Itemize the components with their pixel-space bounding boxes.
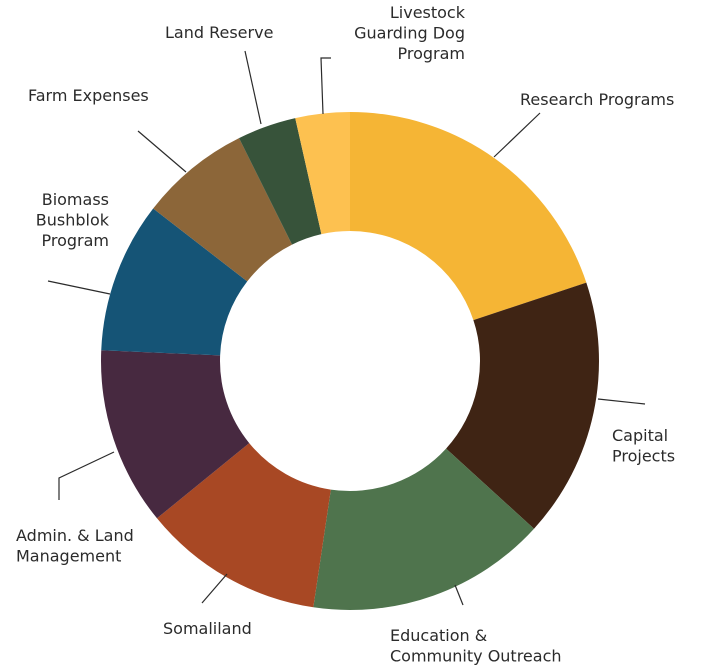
slice-label-line: Farm Expenses <box>28 86 149 105</box>
slice-label-line: Education & <box>390 626 487 645</box>
slice-label-line: Projects <box>612 447 675 466</box>
leader-line-9 <box>321 58 331 114</box>
leader-line-2 <box>598 399 645 404</box>
leader-line-7 <box>138 131 186 172</box>
leader-line-3 <box>455 585 463 605</box>
slice-1 <box>350 112 586 320</box>
slice-label-7: Farm Expenses <box>28 86 149 105</box>
slice-label-9: Livestock Guarding Dog Program <box>354 3 466 63</box>
slice-label-line: Management <box>16 547 121 566</box>
slice-label-4: Somaliland <box>163 619 252 638</box>
slice-label-line: Community Outreach <box>390 647 562 666</box>
slice-label-line: Research Programs <box>520 90 674 109</box>
slice-label-line: Livestock <box>390 3 466 22</box>
slice-label-8: Land Reserve <box>165 23 273 42</box>
leader-line-5 <box>59 452 114 500</box>
slice-label-5: Admin. & Land Management <box>16 526 134 566</box>
slice-label-line: Guarding Dog <box>354 24 465 43</box>
slice-label-2: Capital Projects <box>612 426 675 466</box>
leader-line-1 <box>494 113 540 157</box>
slice-label-line: Program <box>397 44 465 63</box>
slice-label-line: Biomass <box>42 190 109 209</box>
slice-label-6: Biomass Bushblok Program <box>36 190 110 250</box>
leader-line-8 <box>245 51 261 124</box>
slice-label-line: Program <box>41 231 109 250</box>
slice-label-1: Research Programs <box>520 90 674 109</box>
leader-line-4 <box>202 574 227 603</box>
slice-label-line: Land Reserve <box>165 23 273 42</box>
slice-label-line: Somaliland <box>163 619 252 638</box>
slice-label-line: Bushblok <box>36 211 110 230</box>
slice-label-line: Capital <box>612 426 668 445</box>
slice-label-line: Admin. & Land <box>16 526 134 545</box>
leader-line-6 <box>48 281 110 294</box>
slice-label-3: Education & Community Outreach <box>390 626 562 666</box>
